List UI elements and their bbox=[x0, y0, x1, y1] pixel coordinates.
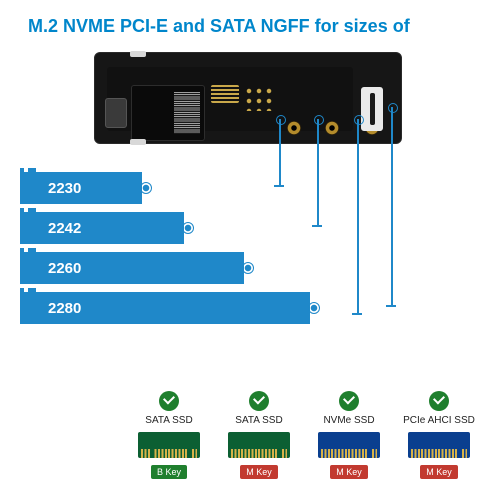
size-label: 2280 bbox=[20, 300, 81, 317]
ssd-type-label: SATA SSD bbox=[132, 415, 206, 426]
size-bar-2230: 2230 bbox=[20, 172, 142, 204]
screw-icon bbox=[182, 222, 194, 234]
page-title: M.2 NVME PCI-E and SATA NGFF for sizes o… bbox=[28, 16, 410, 37]
ssd-notch bbox=[20, 168, 24, 172]
mount-hole bbox=[325, 121, 339, 135]
case-tab-bottom bbox=[130, 139, 146, 145]
m2-edge-connector bbox=[131, 85, 205, 141]
key-tag: B Key bbox=[151, 465, 187, 479]
connector-pins bbox=[174, 92, 200, 134]
key-tag: M Key bbox=[240, 465, 278, 479]
key-notch bbox=[150, 449, 154, 458]
check-icon bbox=[249, 391, 269, 411]
ssd-notch bbox=[20, 288, 24, 292]
size-label: 2242 bbox=[20, 220, 81, 237]
case-tab-top bbox=[130, 51, 146, 57]
compat-item: NVMe SSD M Key bbox=[312, 391, 386, 480]
test-pad-grid bbox=[245, 87, 275, 111]
compat-item: SATA SSD M Key bbox=[222, 391, 296, 480]
ssd-screw-slot bbox=[361, 87, 383, 131]
ssd-key-chip bbox=[318, 432, 380, 458]
ssd-key-chip bbox=[138, 432, 200, 458]
pointer-line bbox=[317, 119, 319, 227]
screw-icon bbox=[140, 182, 152, 194]
key-tag: M Key bbox=[420, 465, 458, 479]
compat-item: SATA SSD B Key bbox=[132, 391, 206, 480]
ssd-notch bbox=[28, 168, 36, 172]
check-icon bbox=[339, 391, 359, 411]
mount-hole bbox=[287, 121, 301, 135]
pointer-line bbox=[279, 119, 281, 187]
size-bar-2242: 2242 bbox=[20, 212, 184, 244]
size-label: 2230 bbox=[20, 180, 81, 197]
compat-strip: SATA SSDB KeySATA SSDM KeyNVMe SSDM KeyP… bbox=[132, 391, 476, 480]
ssd-notch bbox=[20, 208, 24, 212]
check-icon bbox=[159, 391, 179, 411]
ssd-notch bbox=[28, 288, 36, 292]
key-notch bbox=[367, 449, 371, 458]
screw-icon bbox=[308, 302, 320, 314]
ssd-notch bbox=[28, 248, 36, 252]
key-notch bbox=[187, 449, 191, 458]
ssd-notch bbox=[20, 248, 24, 252]
check-icon bbox=[429, 391, 449, 411]
compat-item: PCIe AHCI SSD M Key bbox=[402, 391, 476, 480]
size-bar-2260: 2260 bbox=[20, 252, 244, 284]
m2-enclosure bbox=[94, 52, 402, 144]
size-bar-2280: 2280 bbox=[20, 292, 310, 324]
key-notch bbox=[277, 449, 281, 458]
ssd-key-chip bbox=[228, 432, 290, 458]
key-notch bbox=[457, 449, 461, 458]
size-label: 2260 bbox=[20, 260, 81, 277]
key-tag: M Key bbox=[330, 465, 368, 479]
pointer-line bbox=[391, 107, 393, 307]
screw-icon bbox=[242, 262, 254, 274]
ssd-key-chip bbox=[408, 432, 470, 458]
ssd-type-label: SATA SSD bbox=[222, 415, 296, 426]
pointer-line bbox=[357, 119, 359, 315]
aux-pins bbox=[211, 85, 239, 103]
ssd-type-label: PCIe AHCI SSD bbox=[402, 415, 476, 426]
usb-c-port bbox=[105, 98, 127, 128]
ssd-notch bbox=[28, 208, 36, 212]
ssd-type-label: NVMe SSD bbox=[312, 415, 386, 426]
